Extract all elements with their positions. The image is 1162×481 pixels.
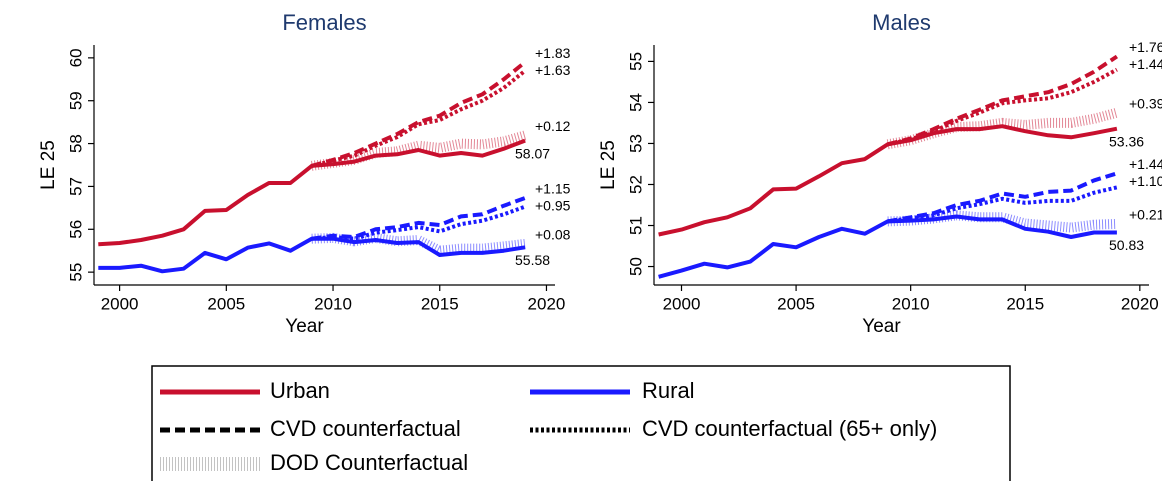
- x-tick-label: 2005: [777, 294, 815, 313]
- y-tick-label: 55: [626, 52, 645, 71]
- x-tick-label: 2015: [421, 294, 459, 313]
- x-tick-label: 2020: [1121, 294, 1159, 313]
- legend-box: [151, 365, 1011, 481]
- legend-label: CVD counterfactual (65+ only): [642, 416, 937, 441]
- y-axis-label: LE 25: [598, 140, 619, 190]
- y-tick-label: 54: [626, 93, 645, 112]
- line-series: [98, 236, 526, 274]
- annotation: +1.83: [535, 45, 571, 61]
- y-tick-label: 60: [66, 48, 85, 67]
- y-tick-label: 58: [66, 134, 85, 153]
- counterfactual-line: [887, 210, 1118, 233]
- x-tick-label: 2000: [663, 294, 701, 313]
- y-tick-label: 59: [66, 91, 85, 110]
- counterfactual-line: [887, 54, 1119, 147]
- line-series: [658, 124, 1118, 237]
- y-tick-label: 56: [66, 220, 85, 239]
- line-series: [658, 214, 1117, 279]
- chart-title: Females: [282, 10, 366, 35]
- end-value-label: 53.36: [1109, 133, 1144, 149]
- counterfactual-line: [311, 60, 527, 168]
- annotation: +1.63: [535, 62, 571, 78]
- y-tick-label: 50: [626, 257, 645, 276]
- x-tick-label: 2010: [314, 294, 352, 313]
- annotation: +0.95: [535, 198, 571, 214]
- counterfactual-line: [887, 185, 1118, 224]
- x-tick-label: 2010: [892, 294, 930, 313]
- legend-label: CVD counterfactual: [270, 416, 461, 441]
- legend-label: Urban: [270, 378, 330, 403]
- x-tick-label: 2015: [1006, 294, 1044, 313]
- end-value-label: 55.58: [515, 252, 550, 268]
- x-axis-label: Year: [862, 316, 901, 337]
- counterfactual-line: [886, 107, 1119, 150]
- annotation: +0.21: [1129, 207, 1162, 223]
- y-axis-label: LE 25: [38, 140, 59, 190]
- annotation: +1.44: [1129, 156, 1162, 172]
- legend-label: DOD Counterfactual: [270, 450, 468, 475]
- chart-title: Males: [872, 10, 931, 35]
- line-series: [98, 138, 526, 247]
- x-axis-label: Year: [285, 316, 324, 337]
- annotation: +1.10: [1129, 173, 1162, 189]
- y-tick-label: 51: [626, 216, 645, 235]
- annotation: +0.12: [535, 118, 571, 134]
- counterfactual-line: [311, 130, 527, 171]
- end-value-label: 58.07: [515, 145, 550, 161]
- annotation: +1.44: [1129, 56, 1162, 72]
- annotation: +1.76: [1129, 39, 1162, 55]
- legend-label: Rural: [642, 378, 695, 403]
- x-tick-label: 2020: [528, 294, 566, 313]
- y-tick-label: 53: [626, 134, 645, 153]
- x-tick-label: 2000: [101, 294, 139, 313]
- annotation: +1.15: [535, 181, 571, 197]
- x-tick-label: 2005: [207, 294, 245, 313]
- annotation: +0.08: [535, 227, 571, 243]
- end-value-label: 50.83: [1109, 237, 1144, 253]
- counterfactual-line: [311, 204, 526, 241]
- y-tick-label: 55: [66, 263, 85, 282]
- annotation: +0.39: [1129, 95, 1162, 111]
- y-tick-label: 57: [66, 177, 85, 196]
- y-tick-label: 52: [626, 175, 645, 194]
- counterfactual-line: [311, 196, 526, 241]
